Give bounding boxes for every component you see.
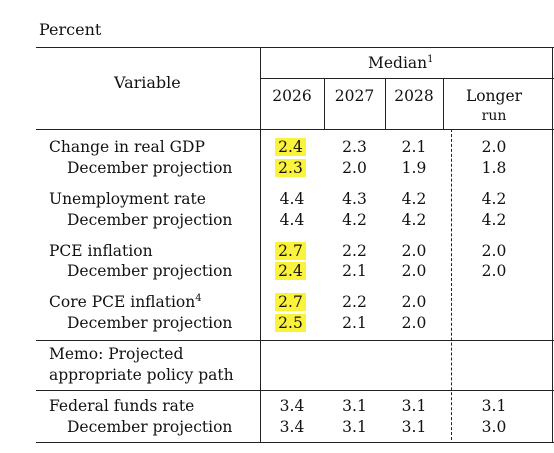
row-label: Change in real GDP <box>49 138 205 156</box>
table-cell: 2.1 <box>342 262 367 280</box>
variable-header: Variable <box>114 73 181 92</box>
table-cell: 4.4 <box>279 211 305 229</box>
row-label: PCE inflation <box>49 242 153 260</box>
row-footnote: 4 <box>195 292 202 304</box>
table-cell: 2.0 <box>481 138 507 156</box>
top-rule <box>36 47 554 48</box>
table-cell: 4.2 <box>481 190 507 208</box>
highlighted-value: 2.4 <box>275 262 306 280</box>
highlighted-value: 2.7 <box>275 293 306 311</box>
longer-run-header-2: run <box>481 108 507 124</box>
memo-line-1: Memo: Projected <box>49 345 184 363</box>
median-header: Median1 <box>368 53 434 72</box>
row-label: December projection <box>67 418 233 436</box>
table-cell: 3.4 <box>279 418 305 436</box>
table-cell: 2.3 <box>342 138 367 156</box>
memo-rule-bottom <box>36 390 554 391</box>
right-edge-rule <box>552 47 553 442</box>
table-cell: 2.0 <box>481 262 507 280</box>
bottom-rule <box>36 442 554 443</box>
table-cell: 4.2 <box>401 211 427 229</box>
table-cell: 2.5 <box>261 313 323 333</box>
table-cell: 2.1 <box>401 138 427 156</box>
table-cell: 2.0 <box>401 293 427 311</box>
table-cell: 2.7 <box>261 292 323 312</box>
table-cell: 4.2 <box>401 190 427 208</box>
median-rule <box>260 78 554 79</box>
table-cell: 4.2 <box>342 211 367 229</box>
highlighted-value: 2.3 <box>275 159 306 177</box>
table-cell: 2.0 <box>481 242 507 260</box>
table-cell: 3.1 <box>481 397 507 415</box>
memo-line-2: appropriate policy path <box>49 366 234 384</box>
table-cell: 1.8 <box>481 159 507 177</box>
highlighted-value: 2.7 <box>275 242 306 260</box>
table-cell: 1.9 <box>401 159 427 177</box>
table-cell: 2.4 <box>261 261 323 281</box>
table-cell: 2.0 <box>401 242 427 260</box>
percent-label: Percent <box>39 20 102 39</box>
row-label: December projection <box>67 314 233 332</box>
year-2027-header: 2027 <box>334 87 375 105</box>
median-footnote: 1 <box>427 53 434 65</box>
row-label: Unemployment rate <box>49 190 206 208</box>
table-cell: 3.1 <box>342 418 367 436</box>
table-cell: 2.7 <box>261 241 323 261</box>
table-cell: 3.4 <box>279 397 305 415</box>
longer-run-header-1: Longer <box>465 87 523 105</box>
col-2026-divider <box>324 78 325 129</box>
table-cell: 2.0 <box>401 262 427 280</box>
year-2028-header: 2028 <box>394 87 434 105</box>
table-cell: 2.0 <box>401 314 427 332</box>
year-2026-header: 2026 <box>272 87 312 105</box>
col-2027-divider <box>385 78 386 129</box>
row-label: Federal funds rate <box>49 397 195 415</box>
table-cell: 2.4 <box>261 137 323 157</box>
col-2028-divider <box>443 78 444 129</box>
table-cell: 4.3 <box>342 190 367 208</box>
table-cell: 3.1 <box>401 397 427 415</box>
table-cell: 3.1 <box>401 418 427 436</box>
table-cell: 3.1 <box>342 397 367 415</box>
row-label: December projection <box>67 211 233 229</box>
highlighted-value: 2.5 <box>275 314 306 332</box>
row-label: December projection <box>67 159 233 177</box>
memo-rule-top <box>36 340 554 341</box>
table-cell: 4.2 <box>481 211 507 229</box>
row-label: Core PCE inflation4 <box>49 292 202 311</box>
table-cell: 2.2 <box>342 242 367 260</box>
table-cell: 2.3 <box>261 158 323 178</box>
variable-col-divider <box>260 47 261 442</box>
table-cell: 3.0 <box>481 418 507 436</box>
table-cell: 4.4 <box>279 190 305 208</box>
header-rule <box>36 129 554 130</box>
table-cell: 2.0 <box>342 159 367 177</box>
row-label: December projection <box>67 262 233 280</box>
table-cell: 2.1 <box>342 314 367 332</box>
table-cell: 2.2 <box>342 293 367 311</box>
highlighted-value: 2.4 <box>275 138 306 156</box>
dashed-divider <box>451 129 452 440</box>
